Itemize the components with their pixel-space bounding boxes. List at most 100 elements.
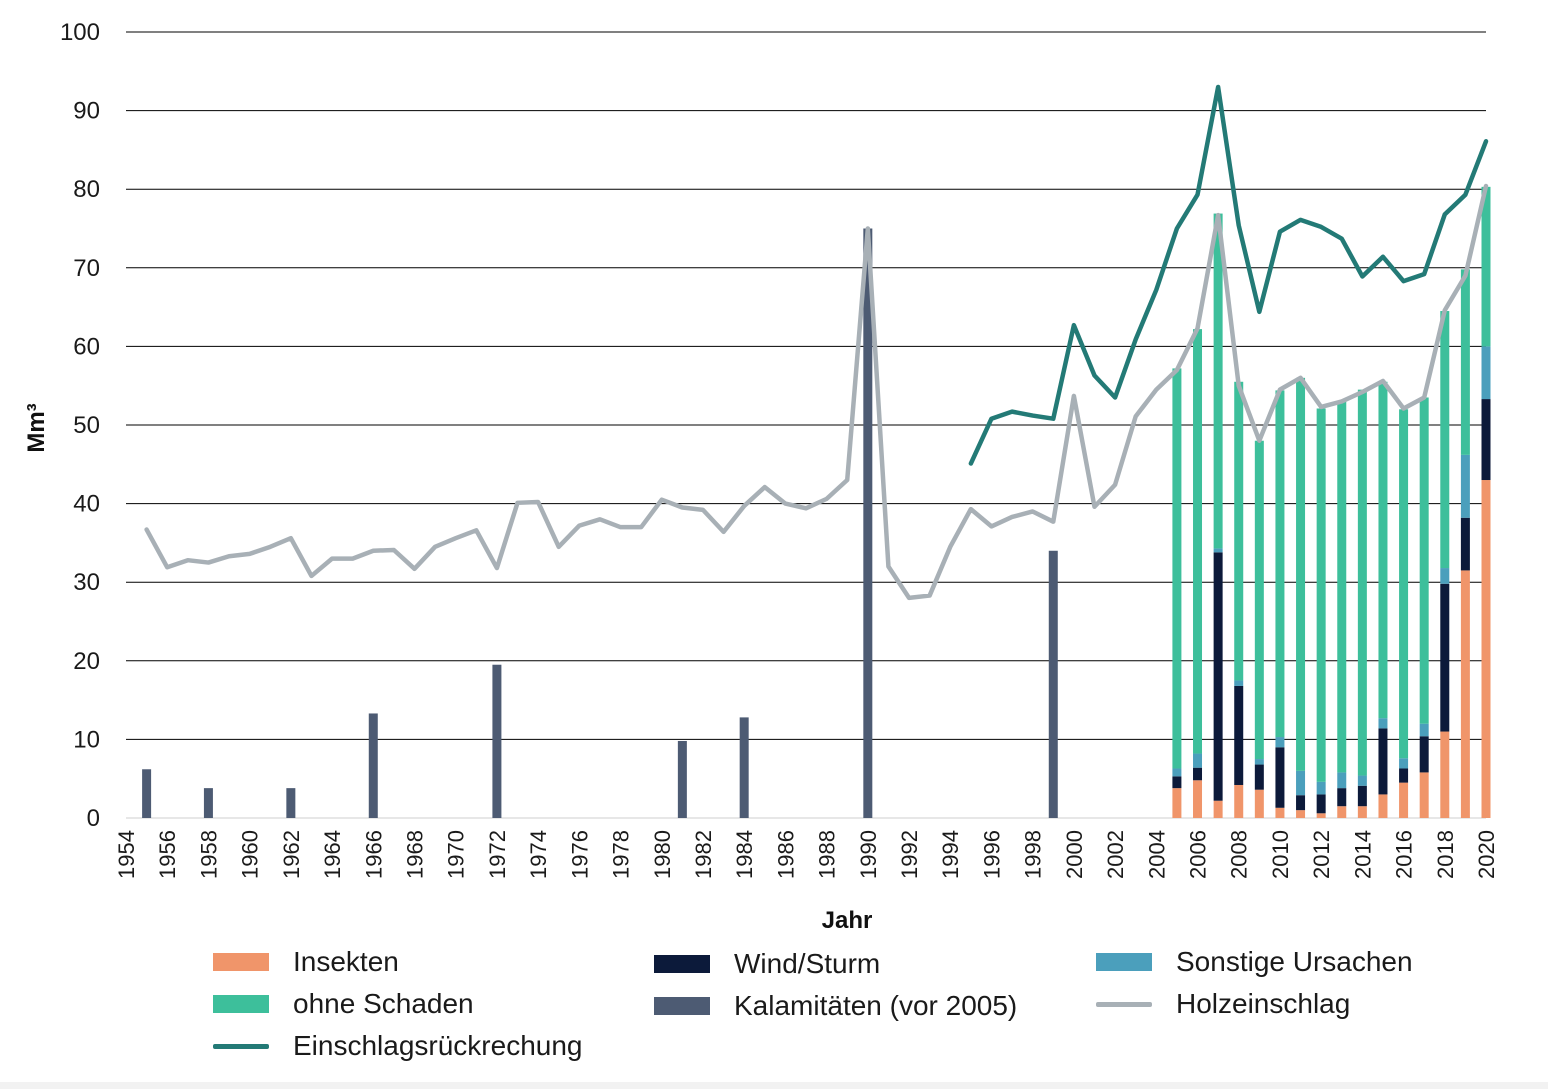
- bar-sonstige: [1193, 753, 1203, 768]
- x-tick-label: 1988: [815, 830, 840, 879]
- x-tick-label: 1996: [979, 830, 1004, 879]
- x-tick-label: 2000: [1062, 830, 1087, 879]
- bar-ohne_schaden: [1399, 409, 1409, 759]
- bar-wind: [1213, 552, 1223, 801]
- bar-wind: [1234, 685, 1244, 785]
- legend-item-sonstige: Sonstige Ursachen: [1096, 946, 1413, 978]
- bar-wind: [1337, 788, 1347, 807]
- bar-wind: [1399, 768, 1409, 783]
- bar-insekten: [1337, 806, 1347, 818]
- kalamitaeten-bar: [492, 664, 502, 818]
- kalamitaeten-bar: [739, 717, 749, 818]
- bar-insekten: [1296, 810, 1306, 818]
- bar-ohne_schaden: [1193, 329, 1203, 754]
- bar-insekten: [1440, 731, 1450, 818]
- x-tick-label: 1984: [732, 830, 757, 879]
- legend-label-kalamitaeten: Kalamitäten (vor 2005): [734, 990, 1018, 1021]
- x-tick-label: 1956: [155, 830, 180, 879]
- x-tick-label: 1978: [609, 830, 634, 879]
- bar-ohne_schaden: [1481, 186, 1491, 347]
- holzeinschlag-line: [144, 183, 1489, 601]
- bar-wind: [1440, 583, 1450, 732]
- bar-ohne_schaden: [1378, 381, 1388, 719]
- bar-insekten: [1460, 570, 1470, 818]
- bar-insekten: [1316, 813, 1326, 818]
- bar-insekten: [1193, 780, 1203, 818]
- x-tick-label: 2006: [1186, 830, 1211, 879]
- bottom-bar: [0, 1082, 1548, 1089]
- kalamitaeten-bars: [142, 228, 1058, 818]
- bar-sonstige: [1357, 775, 1367, 786]
- bar-wind: [1193, 767, 1203, 781]
- legend-item-ohne-schaden: ohne Schaden: [213, 988, 474, 1020]
- kalamitaeten-bar: [286, 788, 296, 818]
- lines: [144, 84, 1489, 601]
- bar-insekten: [1172, 788, 1182, 818]
- bar-sonstige: [1172, 768, 1182, 777]
- bar-insekten: [1275, 807, 1285, 818]
- bar-insekten: [1213, 800, 1223, 818]
- kalamitaeten-bar: [863, 228, 873, 818]
- bar-sonstige: [1481, 346, 1491, 400]
- bar-wind: [1357, 785, 1367, 807]
- bar-sonstige: [1440, 568, 1450, 584]
- y-tick-label: 90: [73, 98, 100, 125]
- legend-item-holzeinschlag: Holzeinschlag: [1096, 988, 1350, 1020]
- bar-sonstige: [1337, 772, 1347, 789]
- x-tick-label: 2002: [1103, 830, 1128, 879]
- y-tick-label: 30: [73, 569, 100, 596]
- einschlagsrueckrechnung-line: [968, 84, 1489, 466]
- x-tick-label: 2018: [1433, 830, 1458, 879]
- bar-wind: [1460, 517, 1470, 571]
- kalamitaeten-bar: [142, 769, 152, 818]
- x-tick-label: 1976: [567, 830, 592, 879]
- bar-insekten: [1481, 480, 1491, 818]
- bar-insekten: [1419, 772, 1429, 818]
- x-tick-label: 1954: [114, 830, 139, 879]
- bar-wind: [1481, 399, 1491, 481]
- bar-wind: [1316, 794, 1326, 814]
- y-tick-label: 50: [73, 412, 100, 439]
- bar-wind: [1172, 776, 1182, 789]
- legend-swatch-insekten: [213, 953, 269, 971]
- x-tick-label: 1974: [526, 830, 551, 879]
- y-tick-label: 0: [87, 805, 100, 832]
- x-tick-label: 1998: [1021, 830, 1046, 879]
- legend-item-einschlag: Einschlagsrückrechung: [213, 1030, 583, 1062]
- y-tick-label: 100: [60, 19, 100, 46]
- bar-ohne_schaden: [1254, 440, 1264, 760]
- bar-sonstige: [1296, 770, 1306, 796]
- gridlines: [126, 31, 1486, 819]
- legend-swatch-holzeinschlag: [1096, 1001, 1152, 1007]
- bar-ohne_schaden: [1316, 408, 1326, 782]
- bar-sonstige: [1275, 737, 1285, 748]
- x-tick-label: 2012: [1309, 830, 1334, 879]
- y-tick-label: 80: [73, 176, 100, 203]
- x-tick-label: 2014: [1350, 830, 1375, 879]
- bar-sonstige: [1316, 781, 1326, 795]
- legend-swatch-sonstige: [1096, 953, 1152, 971]
- kalamitaeten-bar: [677, 740, 687, 818]
- legend-label-sonstige: Sonstige Ursachen: [1176, 946, 1413, 977]
- bar-ohne_schaden: [1357, 389, 1367, 776]
- x-tick-label: 2016: [1392, 830, 1417, 879]
- x-axis-ticks: 1954 1956 1958 1960 1962 1964 1966 1968 1970 1972…: [114, 830, 1499, 879]
- x-tick-label: 1980: [650, 830, 675, 879]
- kalamitaeten-bar: [203, 788, 213, 818]
- x-tick-label: 1960: [238, 830, 263, 879]
- legend-label-holzeinschlag: Holzeinschlag: [1176, 988, 1351, 1019]
- x-axis-title: Jahr: [822, 907, 873, 934]
- x-tick-label: 2020: [1474, 830, 1499, 879]
- x-tick-label: 1992: [897, 830, 922, 879]
- legend-label-wind: Wind/Sturm: [734, 948, 881, 979]
- bar-insekten: [1399, 782, 1409, 818]
- bar-insekten: [1357, 806, 1367, 818]
- y-tick-label: 10: [73, 726, 100, 753]
- bar-sonstige: [1234, 680, 1244, 686]
- bar-sonstige: [1213, 548, 1223, 553]
- x-tick-label: 1986: [773, 830, 798, 879]
- bar-ohne_schaden: [1460, 269, 1470, 455]
- bar-ohne_schaden: [1275, 390, 1285, 738]
- bar-insekten: [1254, 789, 1264, 818]
